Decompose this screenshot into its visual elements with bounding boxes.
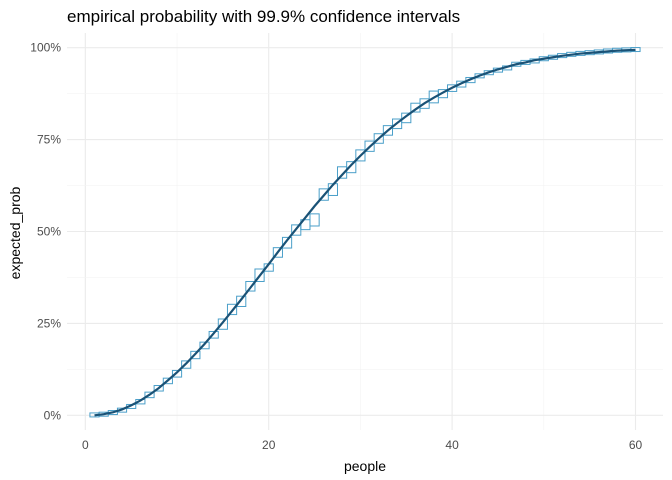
ci-box: [437, 89, 449, 99]
expected-prob-line: [94, 48, 636, 417]
ci-box: [382, 125, 394, 136]
ci-box: [181, 360, 192, 369]
ci-box: [153, 385, 164, 392]
y-tick-label: 100%: [30, 41, 61, 55]
ci-box: [217, 318, 228, 330]
y-tick-label: 0%: [44, 408, 62, 422]
ci-box: [346, 161, 357, 174]
x-axis-title: people: [344, 458, 386, 474]
ci-box: [447, 84, 458, 92]
grid: [67, 33, 663, 430]
ci-box: [465, 76, 476, 84]
y-tick-label: 25%: [37, 316, 61, 330]
ci-box: [373, 133, 384, 144]
chart-title: empirical probability with 99.9% confide…: [67, 7, 460, 26]
y-axis-title: expected_prob: [7, 186, 23, 279]
ci-box: [171, 369, 183, 378]
ci-box: [355, 149, 366, 162]
y-tick-label: 75%: [37, 133, 61, 147]
ci-box: [226, 303, 238, 316]
ci-box: [254, 268, 265, 282]
ci-box: [272, 247, 283, 258]
y-tick-labels: 0% 25% 50% 75% 100%: [30, 41, 61, 423]
ci-box: [392, 118, 403, 130]
x-tick-label: 20: [262, 438, 276, 452]
ci-box: [281, 236, 293, 249]
y-tick-label: 50%: [37, 225, 61, 239]
ci-box: [419, 98, 430, 109]
x-tick-labels: 0 20 40 60: [82, 438, 642, 452]
ci-box: [474, 73, 485, 79]
x-tick-label: 0: [82, 438, 89, 452]
ci-boxes: [89, 47, 641, 418]
ci-box: [364, 140, 375, 152]
ci-box: [309, 213, 320, 227]
x-tick-label: 60: [629, 438, 643, 452]
ci-box: [456, 80, 467, 88]
ci-box: [162, 377, 173, 385]
ci-box: [401, 112, 412, 124]
ci-box: [245, 280, 256, 292]
ci-box: [199, 341, 210, 350]
ci-box: [208, 330, 219, 339]
ci-box: [190, 350, 201, 360]
ci-box: [144, 391, 155, 399]
x-tick-label: 40: [445, 438, 459, 452]
ci-box: [483, 70, 494, 76]
ci-box: [236, 295, 247, 307]
series-lines: [94, 48, 636, 417]
